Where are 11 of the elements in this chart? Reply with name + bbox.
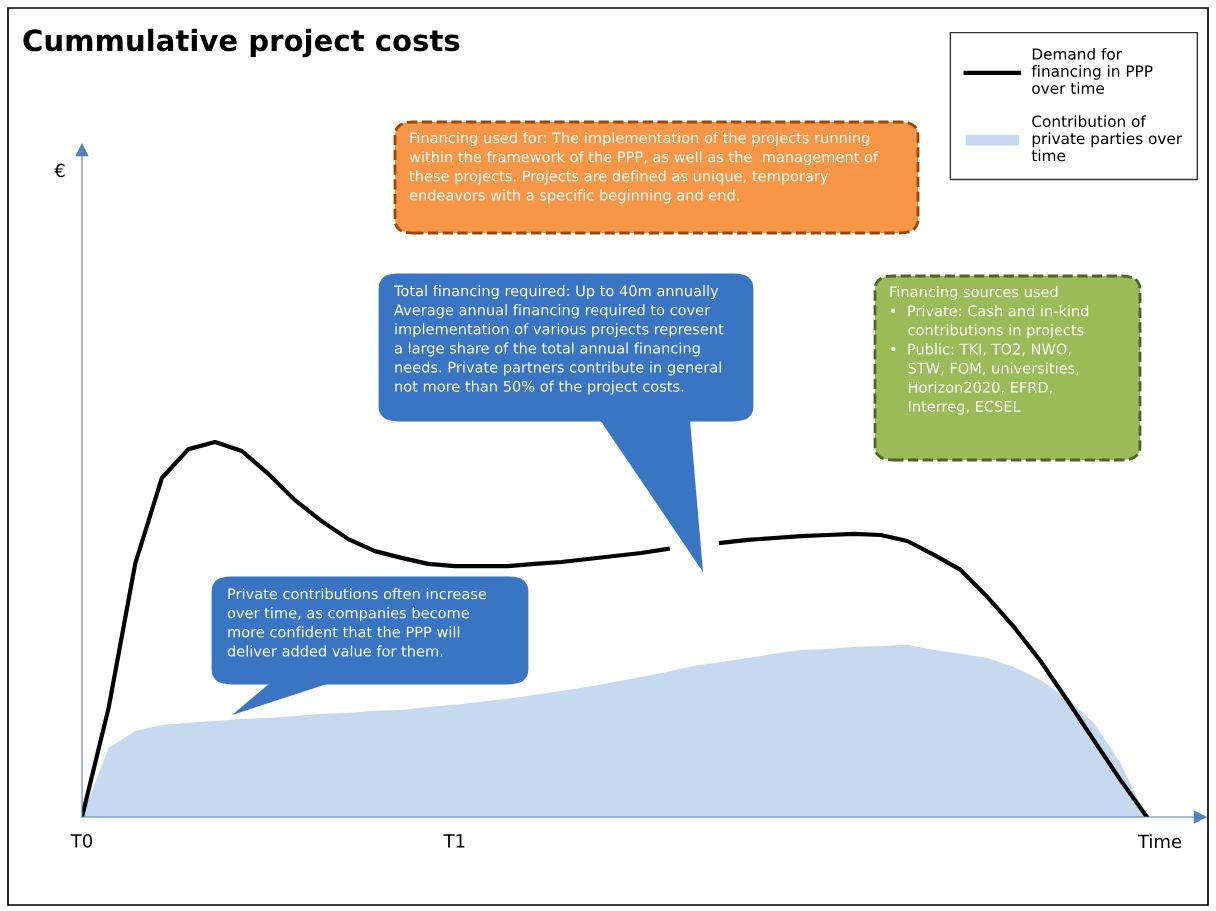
legend-label: Demand for financing in PPP over time xyxy=(1031,47,1153,94)
legend-label: Contribution of private parties over time xyxy=(1031,115,1183,162)
chart-title: Cummulative project costs xyxy=(23,28,460,58)
x-tick-label: T0 xyxy=(70,833,93,848)
annotation: Private contributions often increase over time, as companies become more confident that the PPP will deliver added value for them. xyxy=(227,588,487,657)
text: € xyxy=(54,163,65,178)
x-axis-title: Time xyxy=(1137,834,1182,849)
text: Total financing required: Up to 40m annually Average annual financing required to cover implementation of various projects represent a large share of the total annual financing needs. Private partners contribute in general not more than 50% of the project costs. xyxy=(393,285,724,395)
text: Financing sources used • Private: Cash and in-kind contributions in projects • Public: TKI, TO2, NWO, STW, FOM, universities, Horizon2020, EFRD, Interreg, ECSEL xyxy=(890,286,1089,415)
text: Financing used for: The implementation of the projects running within the framework of the PPP, as well as the management of these projects. Projects are defined as unique, temporary endeavors with a specific beginning and end. xyxy=(409,132,879,204)
x-tick-label: T1 xyxy=(443,834,465,848)
